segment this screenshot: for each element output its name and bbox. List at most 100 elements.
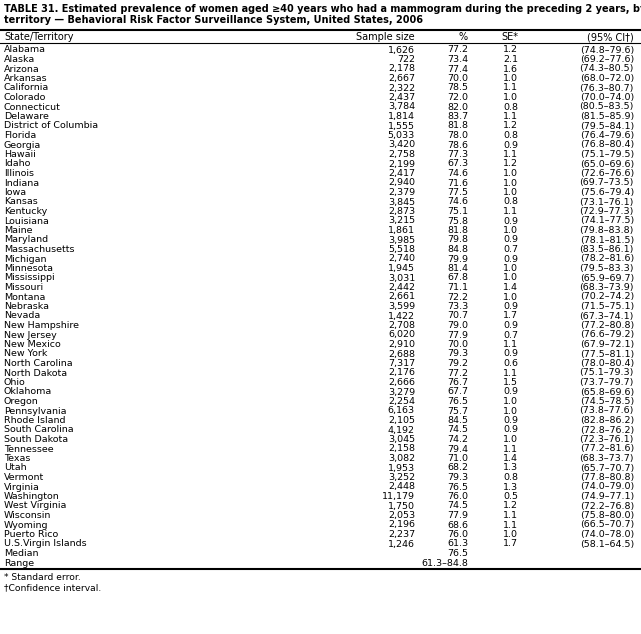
Text: 74.2: 74.2 bbox=[447, 435, 468, 444]
Text: 3,082: 3,082 bbox=[388, 454, 415, 463]
Text: 71.6: 71.6 bbox=[447, 179, 468, 188]
Text: New Mexico: New Mexico bbox=[4, 340, 61, 349]
Text: Louisiana: Louisiana bbox=[4, 216, 49, 226]
Text: Virginia: Virginia bbox=[4, 482, 40, 491]
Text: 71.1: 71.1 bbox=[447, 283, 468, 292]
Text: 1.0: 1.0 bbox=[503, 292, 518, 302]
Text: (75.8–80.0): (75.8–80.0) bbox=[579, 511, 634, 520]
Text: Tennessee: Tennessee bbox=[4, 444, 54, 453]
Text: 3,845: 3,845 bbox=[388, 198, 415, 207]
Text: (80.5–83.5): (80.5–83.5) bbox=[579, 103, 634, 112]
Text: 0.7: 0.7 bbox=[503, 330, 518, 339]
Text: U.S.Virgin Islands: U.S.Virgin Islands bbox=[4, 540, 87, 548]
Text: 1.0: 1.0 bbox=[503, 273, 518, 283]
Text: 70.0: 70.0 bbox=[447, 340, 468, 349]
Text: (74.3–80.5): (74.3–80.5) bbox=[579, 65, 634, 74]
Text: 3,420: 3,420 bbox=[388, 141, 415, 150]
Text: 2,688: 2,688 bbox=[388, 349, 415, 358]
Text: Missouri: Missouri bbox=[4, 283, 43, 292]
Text: 67.7: 67.7 bbox=[447, 387, 468, 396]
Text: 1,246: 1,246 bbox=[388, 540, 415, 548]
Text: Iowa: Iowa bbox=[4, 188, 26, 197]
Text: Maryland: Maryland bbox=[4, 235, 48, 245]
Text: (73.1–76.1): (73.1–76.1) bbox=[579, 198, 634, 207]
Text: 74.6: 74.6 bbox=[447, 198, 468, 207]
Text: 68.2: 68.2 bbox=[447, 463, 468, 472]
Text: Arkansas: Arkansas bbox=[4, 74, 47, 83]
Text: 0.8: 0.8 bbox=[503, 198, 518, 207]
Text: 0.9: 0.9 bbox=[503, 321, 518, 330]
Text: West Virginia: West Virginia bbox=[4, 501, 67, 510]
Text: 77.2: 77.2 bbox=[447, 46, 468, 55]
Text: 1.7: 1.7 bbox=[503, 311, 518, 321]
Text: 79.2: 79.2 bbox=[447, 359, 468, 368]
Text: 1.0: 1.0 bbox=[503, 93, 518, 102]
Text: 77.9: 77.9 bbox=[447, 330, 468, 339]
Text: (74.9–77.1): (74.9–77.1) bbox=[579, 492, 634, 501]
Text: 2,667: 2,667 bbox=[388, 74, 415, 83]
Text: Puerto Rico: Puerto Rico bbox=[4, 530, 58, 539]
Text: 81.8: 81.8 bbox=[447, 226, 468, 235]
Text: 3,031: 3,031 bbox=[388, 273, 415, 283]
Text: * Standard error.: * Standard error. bbox=[4, 573, 81, 582]
Text: (95% CI†): (95% CI†) bbox=[587, 32, 634, 42]
Text: 3,279: 3,279 bbox=[388, 387, 415, 396]
Text: 79.0: 79.0 bbox=[447, 321, 468, 330]
Text: Minnesota: Minnesota bbox=[4, 264, 53, 273]
Text: 2,437: 2,437 bbox=[388, 93, 415, 102]
Text: Indiana: Indiana bbox=[4, 179, 39, 188]
Text: SE*: SE* bbox=[501, 32, 518, 42]
Text: 7,317: 7,317 bbox=[388, 359, 415, 368]
Text: 2,417: 2,417 bbox=[388, 169, 415, 178]
Text: California: California bbox=[4, 84, 49, 93]
Text: 0.7: 0.7 bbox=[503, 245, 518, 254]
Text: Pennsylvania: Pennsylvania bbox=[4, 406, 67, 415]
Text: (78.2–81.6): (78.2–81.6) bbox=[579, 254, 634, 264]
Text: 77.2: 77.2 bbox=[447, 368, 468, 377]
Text: Massachusetts: Massachusetts bbox=[4, 245, 74, 254]
Text: (74.0–79.0): (74.0–79.0) bbox=[579, 482, 634, 491]
Text: 1.1: 1.1 bbox=[503, 207, 518, 216]
Text: Vermont: Vermont bbox=[4, 473, 44, 482]
Text: 2,254: 2,254 bbox=[388, 397, 415, 406]
Text: 1,626: 1,626 bbox=[388, 46, 415, 55]
Text: Illinois: Illinois bbox=[4, 169, 34, 178]
Text: 1.0: 1.0 bbox=[503, 530, 518, 539]
Text: 78.0: 78.0 bbox=[447, 131, 468, 140]
Text: 79.9: 79.9 bbox=[447, 254, 468, 264]
Text: 77.3: 77.3 bbox=[447, 150, 468, 159]
Text: 3,985: 3,985 bbox=[388, 235, 415, 245]
Text: (65.0–69.6): (65.0–69.6) bbox=[579, 160, 634, 169]
Text: (74.1–77.5): (74.1–77.5) bbox=[579, 216, 634, 226]
Text: Washington: Washington bbox=[4, 492, 60, 501]
Text: 4,192: 4,192 bbox=[388, 425, 415, 434]
Text: 1.2: 1.2 bbox=[503, 160, 518, 169]
Text: (72.2–76.8): (72.2–76.8) bbox=[579, 501, 634, 510]
Text: 3,045: 3,045 bbox=[388, 435, 415, 444]
Text: (79.5–83.3): (79.5–83.3) bbox=[579, 264, 634, 273]
Text: 2,105: 2,105 bbox=[388, 416, 415, 425]
Text: (68.3–73.7): (68.3–73.7) bbox=[579, 454, 634, 463]
Text: (71.5–75.1): (71.5–75.1) bbox=[579, 302, 634, 311]
Text: 76.7: 76.7 bbox=[447, 378, 468, 387]
Text: 2,758: 2,758 bbox=[388, 150, 415, 159]
Text: 2,910: 2,910 bbox=[388, 340, 415, 349]
Text: 1.0: 1.0 bbox=[503, 188, 518, 197]
Text: Kentucky: Kentucky bbox=[4, 207, 47, 216]
Text: 0.8: 0.8 bbox=[503, 103, 518, 112]
Text: 75.1: 75.1 bbox=[447, 207, 468, 216]
Text: territory — Behavioral Risk Factor Surveillance System, United States, 2006: territory — Behavioral Risk Factor Surve… bbox=[4, 15, 423, 25]
Text: Range: Range bbox=[4, 559, 34, 567]
Text: (68.0–72.0): (68.0–72.0) bbox=[579, 74, 634, 83]
Text: 6,020: 6,020 bbox=[388, 330, 415, 339]
Text: 3,215: 3,215 bbox=[388, 216, 415, 226]
Text: 0.9: 0.9 bbox=[503, 141, 518, 150]
Text: Maine: Maine bbox=[4, 226, 33, 235]
Text: Hawaii: Hawaii bbox=[4, 150, 36, 159]
Text: 70.0: 70.0 bbox=[447, 74, 468, 83]
Text: 76.0: 76.0 bbox=[447, 530, 468, 539]
Text: 2.1: 2.1 bbox=[503, 55, 518, 64]
Text: 70.7: 70.7 bbox=[447, 311, 468, 321]
Text: 1.1: 1.1 bbox=[503, 521, 518, 529]
Text: 75.7: 75.7 bbox=[447, 406, 468, 415]
